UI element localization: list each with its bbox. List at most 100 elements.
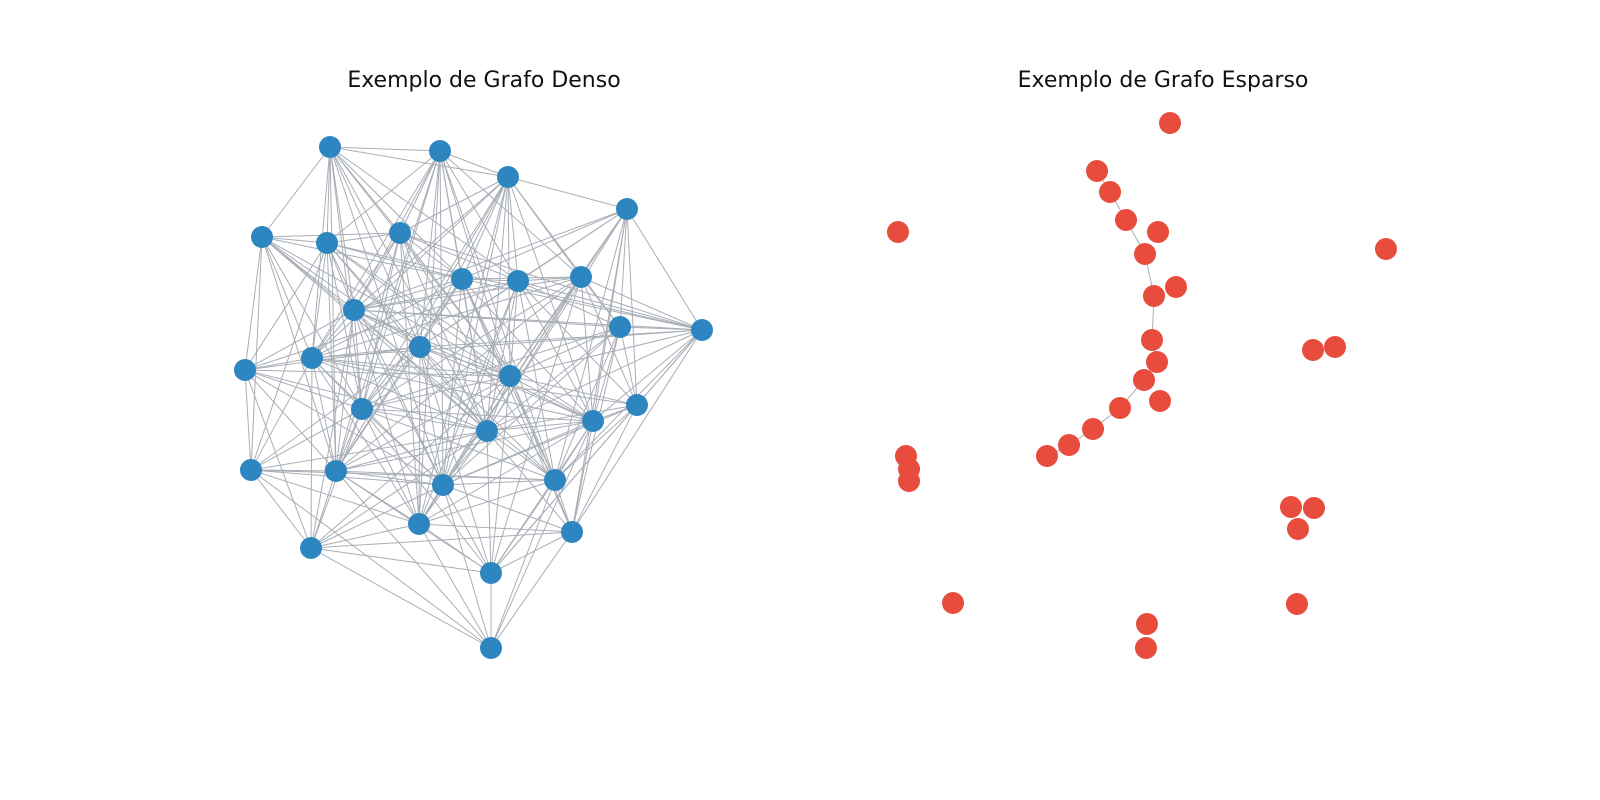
dense-node-7 <box>451 268 473 290</box>
dense-node-22 <box>325 460 347 482</box>
dense-edge-76 <box>244 242 328 371</box>
dense-node-19 <box>582 410 604 432</box>
dense-edge-16 <box>326 150 441 244</box>
dense-edge-166 <box>486 329 703 432</box>
sparse-node-22 <box>898 470 920 492</box>
dense-edge-143 <box>353 309 511 377</box>
dense-edge-257 <box>442 484 492 574</box>
dense-edge-233 <box>490 420 594 649</box>
dense-graph-panel: Exemplo de Grafo Denso <box>234 68 713 659</box>
dense-edge-165 <box>571 329 703 533</box>
dense-edge-120 <box>517 280 594 422</box>
dense-edge-0 <box>329 146 441 152</box>
dense-edge-15 <box>439 150 509 178</box>
dense-edge-142 <box>353 309 421 348</box>
dense-node-5 <box>316 232 338 254</box>
dense-edge-272 <box>310 547 492 649</box>
sparse-node-6 <box>1165 276 1187 298</box>
dense-node-16 <box>499 365 521 387</box>
dense-edge-42 <box>486 176 509 432</box>
dense-edge-269 <box>490 531 573 649</box>
dense-edge-37 <box>507 176 621 328</box>
sparse-node-23 <box>1280 496 1302 518</box>
dense-node-14 <box>301 347 323 369</box>
dense-edge-178 <box>244 369 444 486</box>
dense-edge-84 <box>326 242 444 486</box>
dense-edge-58 <box>353 208 628 311</box>
dense-edge-102 <box>461 278 703 331</box>
sparse-node-25 <box>1287 518 1309 540</box>
dense-edge-73 <box>326 232 401 244</box>
dense-edge-115 <box>517 280 621 328</box>
dense-edge-77 <box>311 242 328 359</box>
dense-edge-236 <box>486 430 556 481</box>
dense-node-8 <box>507 270 529 292</box>
sparse-graph-title: Exemplo de Grafo Esparso <box>1018 68 1309 93</box>
dense-edge-33 <box>461 176 509 280</box>
sparse-node-7 <box>1143 285 1165 307</box>
dense-node-4 <box>251 226 273 248</box>
dense-edge-214 <box>335 408 363 472</box>
dense-edge-66 <box>261 236 488 432</box>
dense-edge-1 <box>329 146 509 178</box>
dense-edge-63 <box>244 236 263 371</box>
dense-edge-190 <box>419 346 511 377</box>
sparse-node-18 <box>1302 339 1324 361</box>
dense-edge-32 <box>399 176 509 234</box>
sparse-node-11 <box>1149 390 1171 412</box>
dense-edge-264 <box>418 523 573 533</box>
dense-edge-91 <box>399 232 421 348</box>
dense-edge-38 <box>419 176 509 348</box>
dense-node-13 <box>234 359 256 381</box>
dense-edge-70 <box>261 236 511 377</box>
dense-edge-175 <box>244 369 337 472</box>
dense-edge-268 <box>490 531 573 574</box>
sparse-node-1 <box>1086 160 1108 182</box>
dense-edge-156 <box>486 326 621 432</box>
dense-edge-218 <box>361 408 492 574</box>
dense-edge-176 <box>244 369 312 549</box>
dense-edge-209 <box>490 375 511 574</box>
dense-edge-6 <box>329 146 355 311</box>
dense-edge-140 <box>244 309 355 371</box>
dense-edge-262 <box>490 479 556 574</box>
dense-edge-34 <box>507 176 519 282</box>
dense-node-1 <box>429 140 451 162</box>
dense-node-9 <box>570 266 592 288</box>
dense-node-21 <box>240 459 262 481</box>
dense-edge-43 <box>335 176 509 472</box>
dense-graph-nodes <box>234 136 713 659</box>
sparse-node-8 <box>1141 329 1163 351</box>
dense-edge-256 <box>442 484 573 533</box>
dense-edge-13 <box>329 146 363 410</box>
dense-node-0 <box>319 136 341 158</box>
dense-node-23 <box>432 474 454 496</box>
dense-edge-10 <box>329 146 488 432</box>
dense-edge-87 <box>399 232 463 280</box>
dense-edge-270 <box>310 531 573 549</box>
dense-edge-121 <box>486 280 519 432</box>
dense-edge-114 <box>353 280 519 311</box>
dense-edge-154 <box>619 326 638 406</box>
dense-edge-267 <box>418 523 492 649</box>
dense-edge-3 <box>326 146 331 244</box>
dense-edge-36 <box>353 176 509 311</box>
dense-edge-241 <box>250 430 488 471</box>
dense-node-11 <box>609 316 631 338</box>
sparse-node-4 <box>1147 221 1169 243</box>
dense-edge-179 <box>311 346 421 359</box>
dense-edge-126 <box>353 276 582 311</box>
dense-edge-27 <box>439 150 444 486</box>
dense-node-10 <box>343 299 365 321</box>
dense-node-12 <box>691 319 713 341</box>
sparse-node-3 <box>1115 209 1137 231</box>
dense-edge-109 <box>335 278 463 472</box>
dense-edge-159 <box>442 326 621 486</box>
dense-edge-259 <box>310 484 444 549</box>
dense-edge-253 <box>335 470 492 649</box>
dense-edge-75 <box>326 242 355 311</box>
dense-edge-254 <box>442 479 556 486</box>
dense-edge-130 <box>361 276 582 410</box>
dense-edge-116 <box>517 280 703 331</box>
dense-edge-131 <box>580 276 638 406</box>
